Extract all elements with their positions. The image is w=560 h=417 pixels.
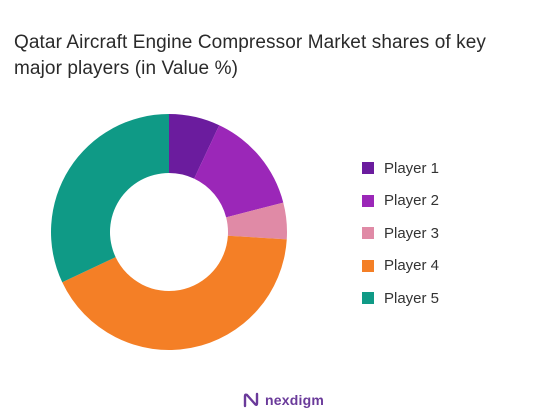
brand-name: nexdigm (265, 392, 324, 408)
legend-swatch-player-3 (362, 227, 374, 240)
legend-item-player-5: Player 5 (362, 282, 439, 315)
legend-item-player-2: Player 2 (362, 185, 439, 218)
legend-label-player-4: Player 4 (384, 257, 440, 275)
chart-title: Qatar Aircraft Engine Compressor Market … (14, 32, 487, 79)
legend-label-player-3: Player 3 (384, 224, 440, 242)
brand-logo: nexdigm (242, 391, 324, 409)
slice-player-5 (50, 114, 170, 283)
slice-player-2 (194, 125, 284, 218)
chart-legend: Player 1 Player 2 Player 3 Player 4 Play… (362, 152, 439, 315)
slice-player-4 (62, 235, 287, 350)
legend-item-player-1: Player 1 (362, 152, 439, 185)
legend-label-player-2: Player 2 (384, 192, 440, 210)
legend-swatch-player-1 (362, 162, 374, 175)
legend-label-player-5: Player 5 (384, 289, 440, 307)
legend-item-player-3: Player 3 (362, 217, 439, 250)
legend-swatch-player-2 (362, 194, 374, 207)
slice-player-1 (169, 114, 220, 179)
legend-swatch-player-5 (362, 292, 374, 305)
legend-item-player-4: Player 4 (362, 250, 439, 283)
legend-label-player-1: Player 1 (384, 159, 440, 177)
legend-swatch-player-4 (362, 259, 374, 272)
slice-player-3 (226, 202, 287, 240)
nexdigm-logo-icon (243, 392, 259, 408)
